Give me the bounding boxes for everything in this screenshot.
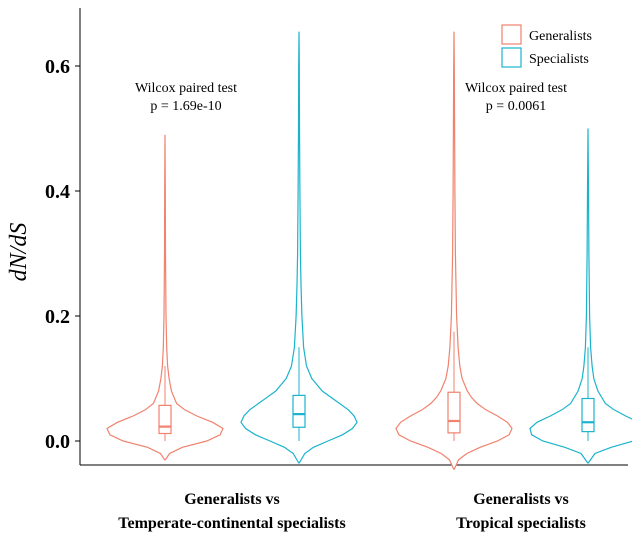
box-iqr	[158, 404, 172, 435]
legend-key-generalists	[501, 24, 522, 45]
y-tick-label: 0.4	[45, 181, 70, 203]
y-tick-label: 0.6	[45, 56, 70, 78]
box-iqr	[292, 394, 306, 428]
x-label-group-2-line2: Tropical specialists	[456, 515, 586, 532]
legend-label-specialists: Specialists	[529, 52, 589, 67]
violin-specialists-group-2	[529, 128, 632, 464]
x-label-group-1-line1: Generalists vs	[184, 491, 280, 508]
violin-specialists-group-1	[240, 31, 358, 464]
violin-shape	[529, 128, 632, 464]
annotations: Wilcox paired test p = 1.69e-10 Wilcox p…	[135, 81, 567, 114]
legend: Generalists Specialists	[501, 24, 592, 68]
x-label-group-1-line2: Temperate-continental specialists	[118, 515, 345, 532]
violin-generalists-group-2	[395, 31, 513, 470]
violin-shape	[395, 31, 513, 470]
legend-label-generalists: Generalists	[529, 29, 592, 44]
y-tick-label: 0.2	[45, 306, 70, 328]
x-axis-labels: Generalists vs Temperate-continental spe…	[118, 491, 586, 532]
box-iqr	[581, 397, 595, 433]
violin-shape	[240, 31, 358, 464]
y-tick-label: 0.0	[45, 431, 70, 453]
y-ticks: 0.0 0.2 0.4 0.6	[45, 56, 80, 453]
annotation-p-value-1: p = 1.69e-10	[150, 99, 221, 114]
annotation-p-value-2: p = 0.0061	[486, 99, 546, 114]
x-label-group-2-line1: Generalists vs	[473, 491, 569, 508]
box-iqr	[447, 391, 461, 434]
violins	[106, 31, 632, 470]
axes	[79, 8, 628, 466]
violin-shape	[106, 134, 224, 461]
legend-key-specialists	[501, 47, 522, 68]
annotation-test-name-2: Wilcox paired test	[465, 81, 567, 96]
annotation-test-name-1: Wilcox paired test	[135, 81, 237, 96]
violin-generalists-group-1	[106, 134, 224, 461]
y-axis-label: dN/dS	[6, 223, 32, 282]
